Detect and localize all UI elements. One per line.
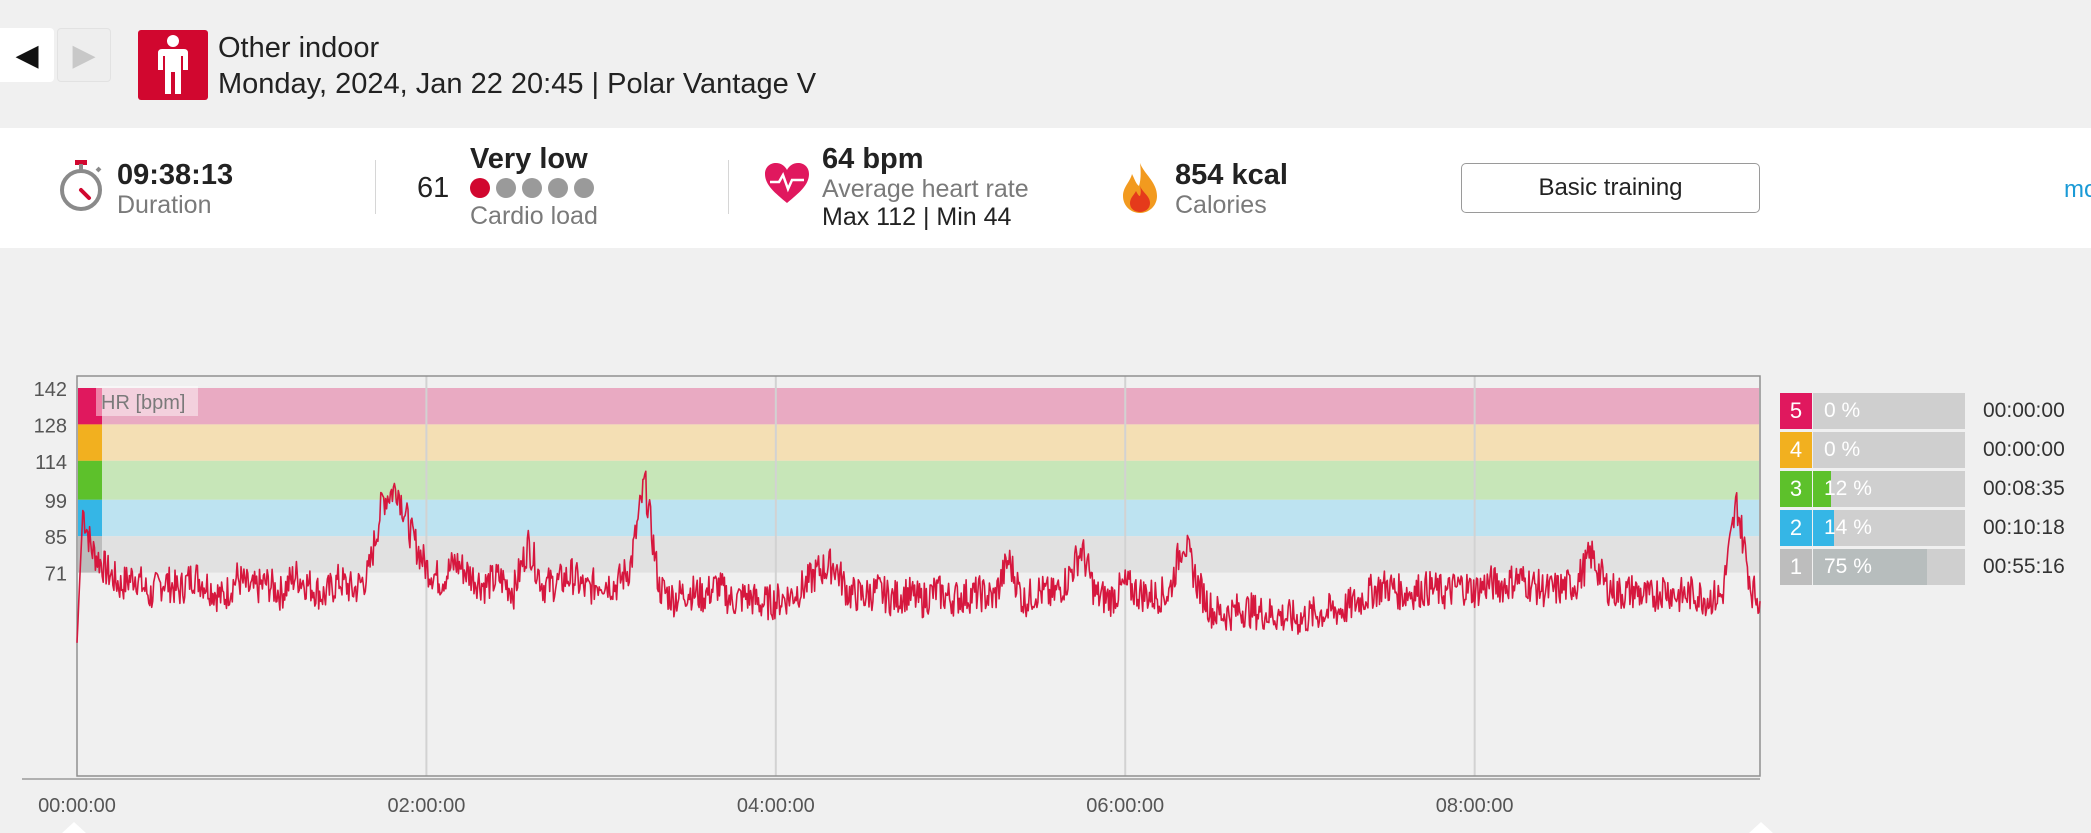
zone-bar-track bbox=[1813, 471, 1965, 507]
calories-block: 854 kcal Calories bbox=[1175, 159, 1288, 219]
heart-rate-line bbox=[76, 470, 1761, 643]
cardio-dot-empty bbox=[574, 178, 594, 198]
zone-bar-fill bbox=[1813, 549, 1927, 585]
range-start-handle[interactable] bbox=[62, 822, 86, 833]
zone-bar-fill bbox=[1813, 510, 1835, 546]
y-axis-label: HR [bpm] bbox=[101, 392, 185, 414]
zone-percentage: 75 % bbox=[1824, 555, 1872, 578]
previous-training-button[interactable]: ◀ bbox=[0, 28, 54, 82]
divider bbox=[375, 160, 376, 214]
cardio-load-level: Very low bbox=[470, 143, 588, 175]
zone-1-band bbox=[78, 536, 1759, 573]
zone-number: 4 bbox=[1780, 432, 1812, 468]
training-summary-bar: 09:38:13 Duration 61 Very low Cardio loa… bbox=[0, 128, 2091, 248]
x-tick-label: 04:00:00 bbox=[737, 795, 815, 817]
zone-number: 2 bbox=[1780, 510, 1812, 546]
calories-value: 854 kcal bbox=[1175, 159, 1288, 191]
zone-time: 00:10:18 bbox=[1983, 516, 2065, 539]
cardio-dot-empty bbox=[522, 178, 542, 198]
heart-rate-chart: 142 128 114 99 85 71 00:00:00 02:00:00 04:00:00… bbox=[22, 375, 1773, 833]
zone-number: 1 bbox=[1780, 549, 1812, 585]
cardio-dot-filled bbox=[470, 178, 490, 198]
zone-percentage: 12 % bbox=[1824, 477, 1872, 500]
duration-label: Duration bbox=[117, 191, 212, 219]
series-label-box bbox=[96, 386, 198, 416]
person-standing-icon bbox=[158, 35, 188, 94]
average-heart-rate-label: Average heart rate bbox=[822, 175, 1029, 203]
session-date-device: Monday, 2024, Jan 22 20:45 | Polar Vanta… bbox=[218, 68, 817, 100]
basic-training-button[interactable]: Basic training bbox=[1461, 163, 1760, 213]
y-tick-label: 142 bbox=[34, 379, 67, 401]
triangle-left-icon: ◀ bbox=[15, 38, 39, 72]
cardio-load-label: Cardio load bbox=[470, 202, 598, 230]
heart-icon bbox=[764, 162, 810, 209]
next-training-button[interactable]: ▶ bbox=[57, 28, 111, 82]
average-heart-rate-value: 64 bpm bbox=[822, 143, 924, 175]
zone-time: 00:55:16 bbox=[1983, 555, 2065, 578]
cardio-load-number: 61 bbox=[417, 172, 450, 204]
zone-bar-track bbox=[1813, 393, 1965, 429]
heart-rate-max-min: Max 112 | Min 44 bbox=[822, 203, 1012, 231]
zone-bar-track bbox=[1813, 549, 1965, 585]
zone-time: 00:00:00 bbox=[1983, 438, 2065, 461]
calories-label: Calories bbox=[1175, 191, 1267, 219]
duration-value: 09:38:13 bbox=[117, 159, 234, 191]
range-end-handle[interactable] bbox=[1749, 822, 1773, 833]
zone-2-band bbox=[78, 499, 1759, 537]
zone-2-row: 2 14 % bbox=[1780, 510, 1965, 546]
y-tick-label: 128 bbox=[34, 415, 67, 437]
zone-bar-track bbox=[1813, 432, 1965, 468]
duration-block: 09:38:13 Duration bbox=[117, 159, 233, 219]
triangle-right-icon: ▶ bbox=[72, 38, 96, 72]
zone-1-row: 1 75 % bbox=[1780, 549, 1965, 585]
stopwatch-icon bbox=[58, 160, 104, 217]
zone-5-strip bbox=[78, 388, 102, 425]
flame-icon bbox=[1120, 162, 1160, 219]
zone-3-row: 3 12 % bbox=[1780, 471, 1965, 507]
sport-name: Other indoor bbox=[218, 32, 380, 64]
zone-time: 00:08:35 bbox=[1983, 477, 2065, 500]
zone-4-row: 4 0 % bbox=[1780, 432, 1965, 468]
zone-5-band bbox=[78, 388, 1759, 425]
cardio-load-block: Very low Cardio load bbox=[470, 143, 598, 230]
y-tick-label: 85 bbox=[45, 527, 67, 549]
cardio-dot-empty bbox=[496, 178, 516, 198]
x-tick-label: 08:00:00 bbox=[1436, 795, 1514, 817]
zone-number: 5 bbox=[1780, 393, 1812, 429]
zone-bar-track bbox=[1813, 510, 1965, 546]
y-tick-label: 71 bbox=[45, 564, 67, 586]
cardio-dot-empty bbox=[548, 178, 568, 198]
zone-4-strip bbox=[78, 424, 102, 461]
cardio-load-dots bbox=[470, 178, 598, 198]
zone-3-band bbox=[78, 460, 1759, 500]
y-tick-label: 99 bbox=[45, 491, 67, 513]
zone-percentage: 0 % bbox=[1824, 438, 1861, 461]
zone-percentage: 14 % bbox=[1824, 516, 1872, 539]
zone-3-strip bbox=[78, 460, 102, 500]
x-tick-label: 06:00:00 bbox=[1086, 795, 1164, 817]
more-link[interactable]: mo bbox=[2064, 176, 2091, 203]
zone-bar-fill bbox=[1813, 471, 1832, 507]
zone-number: 3 bbox=[1780, 471, 1812, 507]
zone-5-row: 5 0 % bbox=[1780, 393, 1965, 429]
x-tick-label: 02:00:00 bbox=[387, 795, 465, 817]
zone-time: 00:00:00 bbox=[1983, 399, 2065, 422]
x-tick-label: 00:00:00 bbox=[38, 795, 116, 817]
heart-rate-block: 64 bpm Average heart rate Max 112 | Min … bbox=[822, 143, 1029, 231]
zone-percentage: 0 % bbox=[1824, 399, 1861, 422]
y-tick-label: 114 bbox=[35, 452, 67, 474]
divider bbox=[728, 160, 729, 214]
sport-icon-tile bbox=[138, 30, 208, 100]
zone-4-band bbox=[78, 424, 1759, 461]
plot-frame bbox=[76, 375, 1761, 777]
